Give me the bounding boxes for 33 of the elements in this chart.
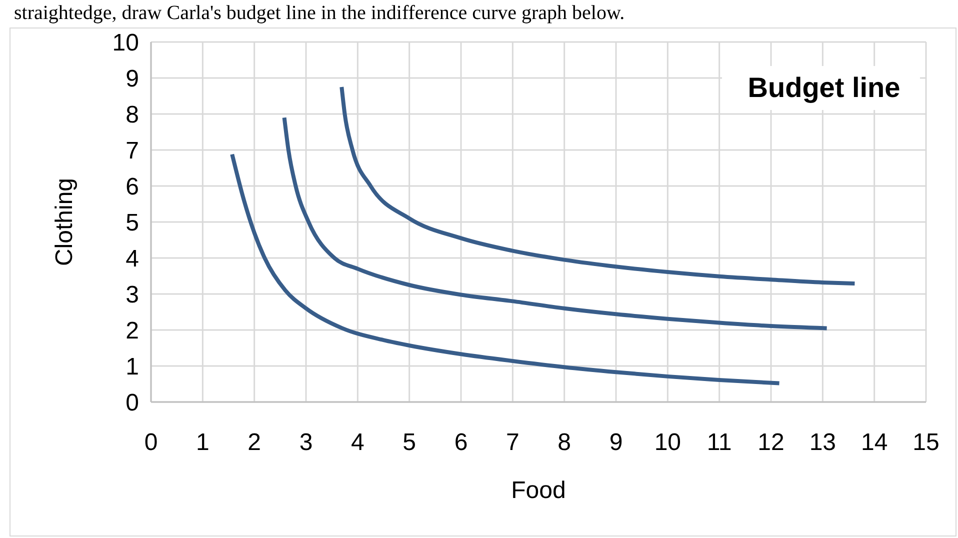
y-tick-label: 4 (126, 245, 139, 272)
line-series (282, 116, 829, 330)
y-tick-label: 3 (126, 281, 139, 308)
y-tick-label: 9 (126, 65, 139, 92)
x-tick-label: 6 (454, 429, 468, 456)
x-tick-label: 9 (609, 429, 623, 456)
x-axis-title: Food (511, 477, 566, 504)
y-axis-title: Clothing (51, 178, 78, 266)
x-tick-label: 2 (248, 429, 262, 456)
x-tick-label: 1 (196, 429, 210, 456)
x-tick-label: 12 (758, 429, 784, 456)
y-tick-label: 10 (112, 29, 139, 56)
x-tick-label: 14 (860, 429, 888, 456)
x-tick-label: 3 (299, 429, 313, 456)
y-tick-label: 2 (126, 317, 139, 344)
x-tick-label: 10 (654, 429, 682, 456)
y-tick-label: 0 (126, 389, 139, 416)
y-tick-label: 8 (126, 101, 139, 128)
x-tick-label: 0 (144, 429, 158, 456)
text: straightedge, draw Carla's budget line in the indifference curve graph below. (14, 2, 625, 24)
annotation: Budget line (748, 72, 900, 103)
x-tick-label: 7 (506, 429, 520, 456)
y-tick-label: 7 (126, 137, 139, 164)
x-tick-label: 5 (402, 429, 416, 456)
y-tick-label: 6 (126, 173, 139, 200)
x-tick-label: 15 (912, 429, 940, 456)
line-series (230, 152, 782, 386)
x-tick-label: 4 (350, 429, 364, 456)
x-tick-label: 11 (706, 429, 732, 456)
y-tick-label: 5 (126, 209, 139, 236)
y-tick-label: 1 (126, 353, 139, 380)
x-tick-label: 13 (809, 429, 836, 456)
x-tick-label: 8 (558, 429, 572, 456)
